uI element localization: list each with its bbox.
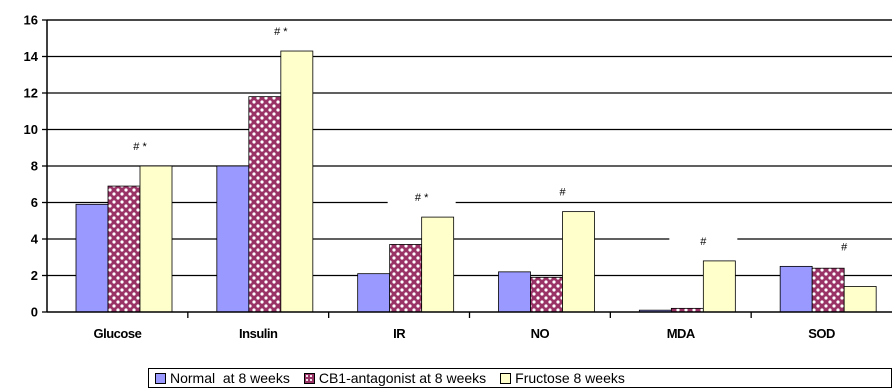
y-tick-label: 12 (24, 86, 38, 101)
legend: Normal at 8 weeks CB1-antagonist at 8 we… (148, 368, 892, 388)
y-tick-label: 14 (24, 49, 39, 64)
bar-insulin-2 (248, 96, 282, 313)
bar-glucose-1 (75, 203, 109, 313)
bar-ir-2 (389, 244, 423, 313)
x-axis-categories: Glucose Insulin IR NO MDA SOD (94, 312, 836, 341)
bar-ir-3 (421, 216, 455, 313)
bar-insulin-1 (216, 165, 250, 313)
annotation-glucose: # * (133, 141, 147, 153)
legend-item-fructose: Fructose 8 weeks (500, 370, 625, 386)
x-category-label: Insulin (239, 326, 278, 341)
annotation-bg (669, 235, 738, 248)
y-tick-label: 10 (24, 122, 38, 137)
annotation-bg (810, 241, 879, 254)
x-category-label: Glucose (94, 326, 142, 341)
annotation-ir: # * (415, 192, 429, 204)
legend-item-cb1: CB1-antagonist at 8 weeks (303, 370, 487, 386)
y-tick-label: 2 (31, 268, 38, 283)
annotation-insulin: # * (274, 26, 288, 38)
legend-swatch-cb1 (303, 372, 315, 384)
bar-no-1 (498, 271, 531, 313)
bar-glucose-2 (107, 185, 141, 313)
bar-ir-1 (357, 273, 391, 313)
y-axis-ticks: 0 2 4 6 8 10 12 14 16 (24, 13, 47, 320)
bar-no-2 (530, 276, 563, 313)
bar-insulin-3 (280, 50, 314, 313)
y-tick-label: 0 (31, 305, 38, 320)
legend-label-normal: Normal at 8 weeks (170, 370, 290, 386)
bar-glucose-3 (139, 165, 173, 313)
annotation-bg (106, 141, 174, 153)
bar-sod-3 (843, 286, 877, 313)
x-category-label: NO (531, 326, 550, 341)
x-category-label: SOD (808, 326, 835, 341)
y-tick-label: 8 (31, 159, 38, 174)
bar-no-3 (562, 211, 595, 313)
bar-sod-1 (779, 265, 813, 313)
x-category-label: MDA (667, 326, 696, 341)
annotation-bg (387, 192, 456, 205)
significance-annotations: # * # * # * # # # (106, 26, 879, 254)
bars (75, 50, 877, 313)
bar-sod-2 (811, 267, 845, 313)
annotation-bg (246, 26, 315, 39)
legend-item-normal: Normal at 8 weeks (155, 370, 290, 386)
annotation-no: # (559, 187, 566, 199)
legend-swatch-normal (155, 372, 166, 384)
gridlines (47, 19, 892, 277)
y-tick-label: 16 (24, 13, 38, 28)
legend-label-cb1: CB1-antagonist at 8 weeks (318, 370, 487, 386)
annotation-bg (528, 186, 597, 199)
y-tick-label: 4 (31, 232, 39, 247)
annotation-sod: # (841, 241, 848, 253)
legend-label-fructose: Fructose 8 weeks (515, 370, 625, 386)
x-category-label: IR (393, 326, 406, 341)
y-tick-label: 6 (31, 195, 38, 210)
bar-mda-3 (702, 260, 736, 313)
annotation-mda: # (700, 236, 707, 248)
legend-swatch-fructose (500, 372, 512, 384)
